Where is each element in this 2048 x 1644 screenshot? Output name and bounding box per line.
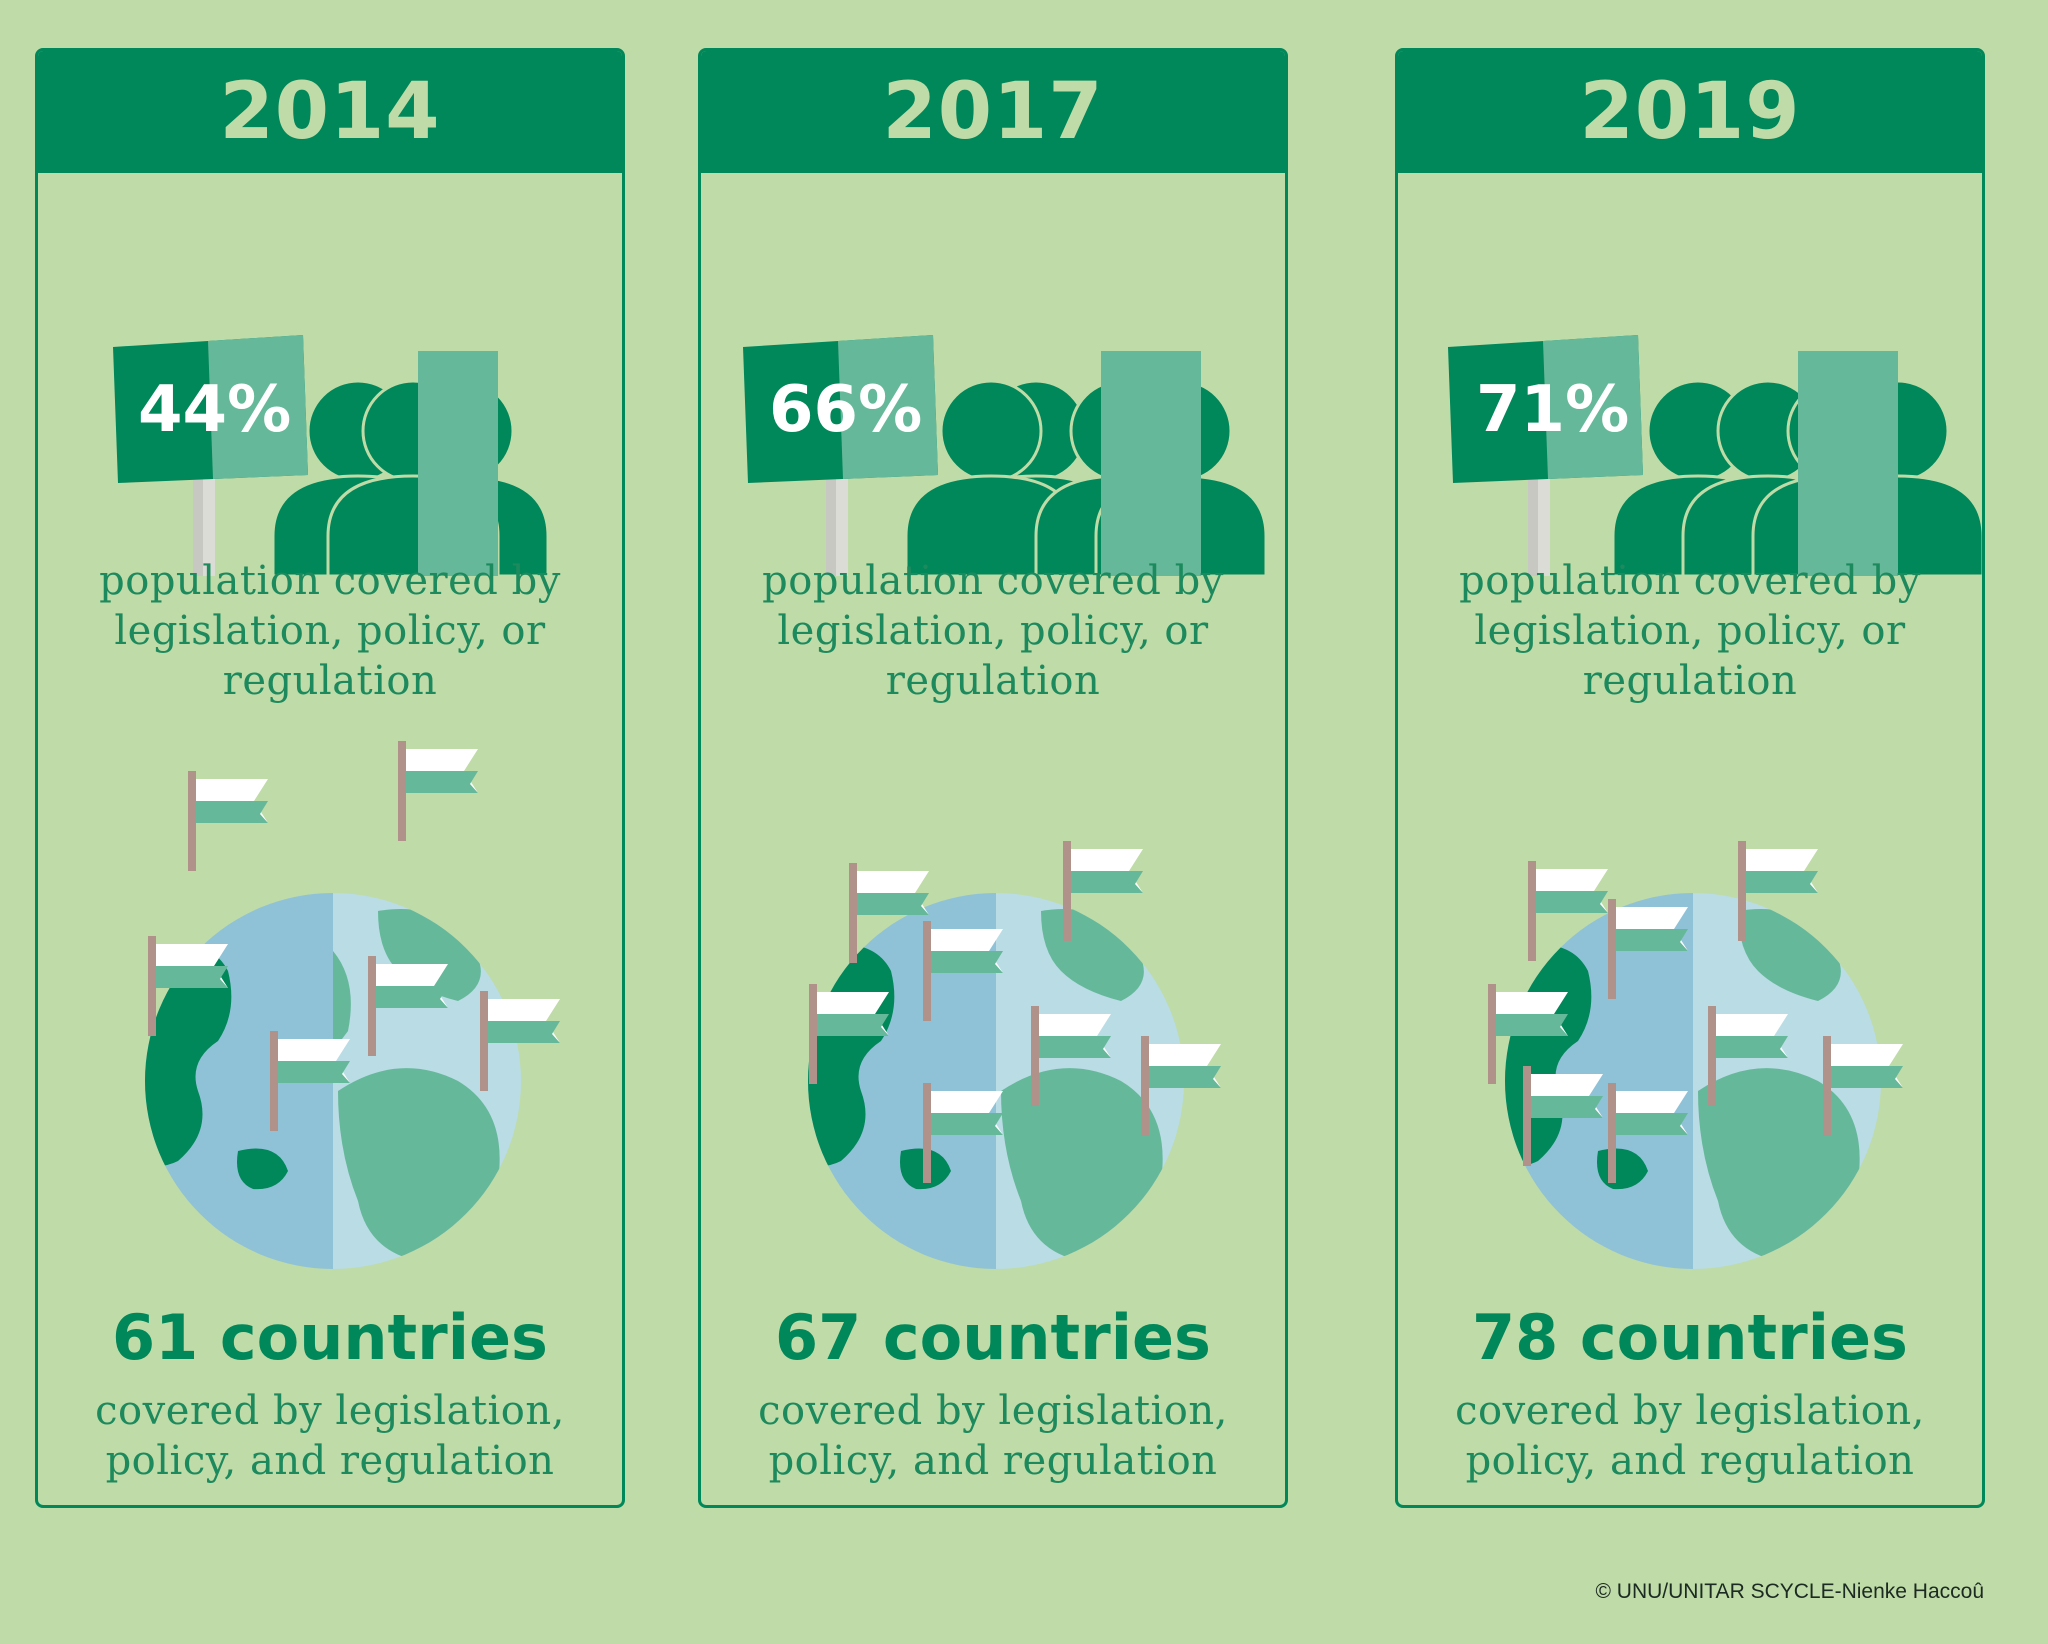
population-percent: 71% — [1476, 373, 1629, 447]
population-illustration: 71% — [1448, 335, 1982, 1269]
population-percent: 66% — [769, 373, 922, 447]
panel-year: 2019 — [1579, 67, 1801, 157]
population-description: population covered by legislation, polic… — [1459, 558, 1921, 704]
country-description: covered by legislation, policy, and regu… — [758, 1388, 1228, 1484]
panel-header: 2017 — [701, 51, 1285, 173]
country-count: 78 countries — [1472, 1301, 1908, 1374]
population-percent: 44% — [138, 373, 291, 447]
panel-2019: 2019 71% population covered by — [1395, 48, 1985, 1508]
panel-header: 2019 — [1398, 51, 1982, 173]
country-description: covered by legislation, policy, and regu… — [1455, 1388, 1925, 1484]
panel-year: 2014 — [219, 67, 441, 157]
panel-2017: 2017 66% population covered by legi — [698, 48, 1288, 1508]
panel-2014: 2014 44% — [35, 48, 625, 1508]
country-count: 67 countries — [775, 1301, 1211, 1374]
population-description: population covered by legislation, polic… — [762, 558, 1224, 704]
population-description: population covered by legislation, polic… — [99, 558, 561, 704]
panel-header: 2014 — [38, 51, 622, 173]
population-illustration: 66% — [743, 335, 1268, 1269]
country-description: covered by legislation, policy, and regu… — [95, 1388, 565, 1484]
population-illustration: 44% — [113, 335, 560, 1269]
panel-year: 2017 — [882, 67, 1104, 157]
image-credit: © UNU/UNITAR SCYCLE-Nienke Haccoû — [1595, 1580, 1984, 1603]
country-count: 61 countries — [112, 1301, 548, 1374]
